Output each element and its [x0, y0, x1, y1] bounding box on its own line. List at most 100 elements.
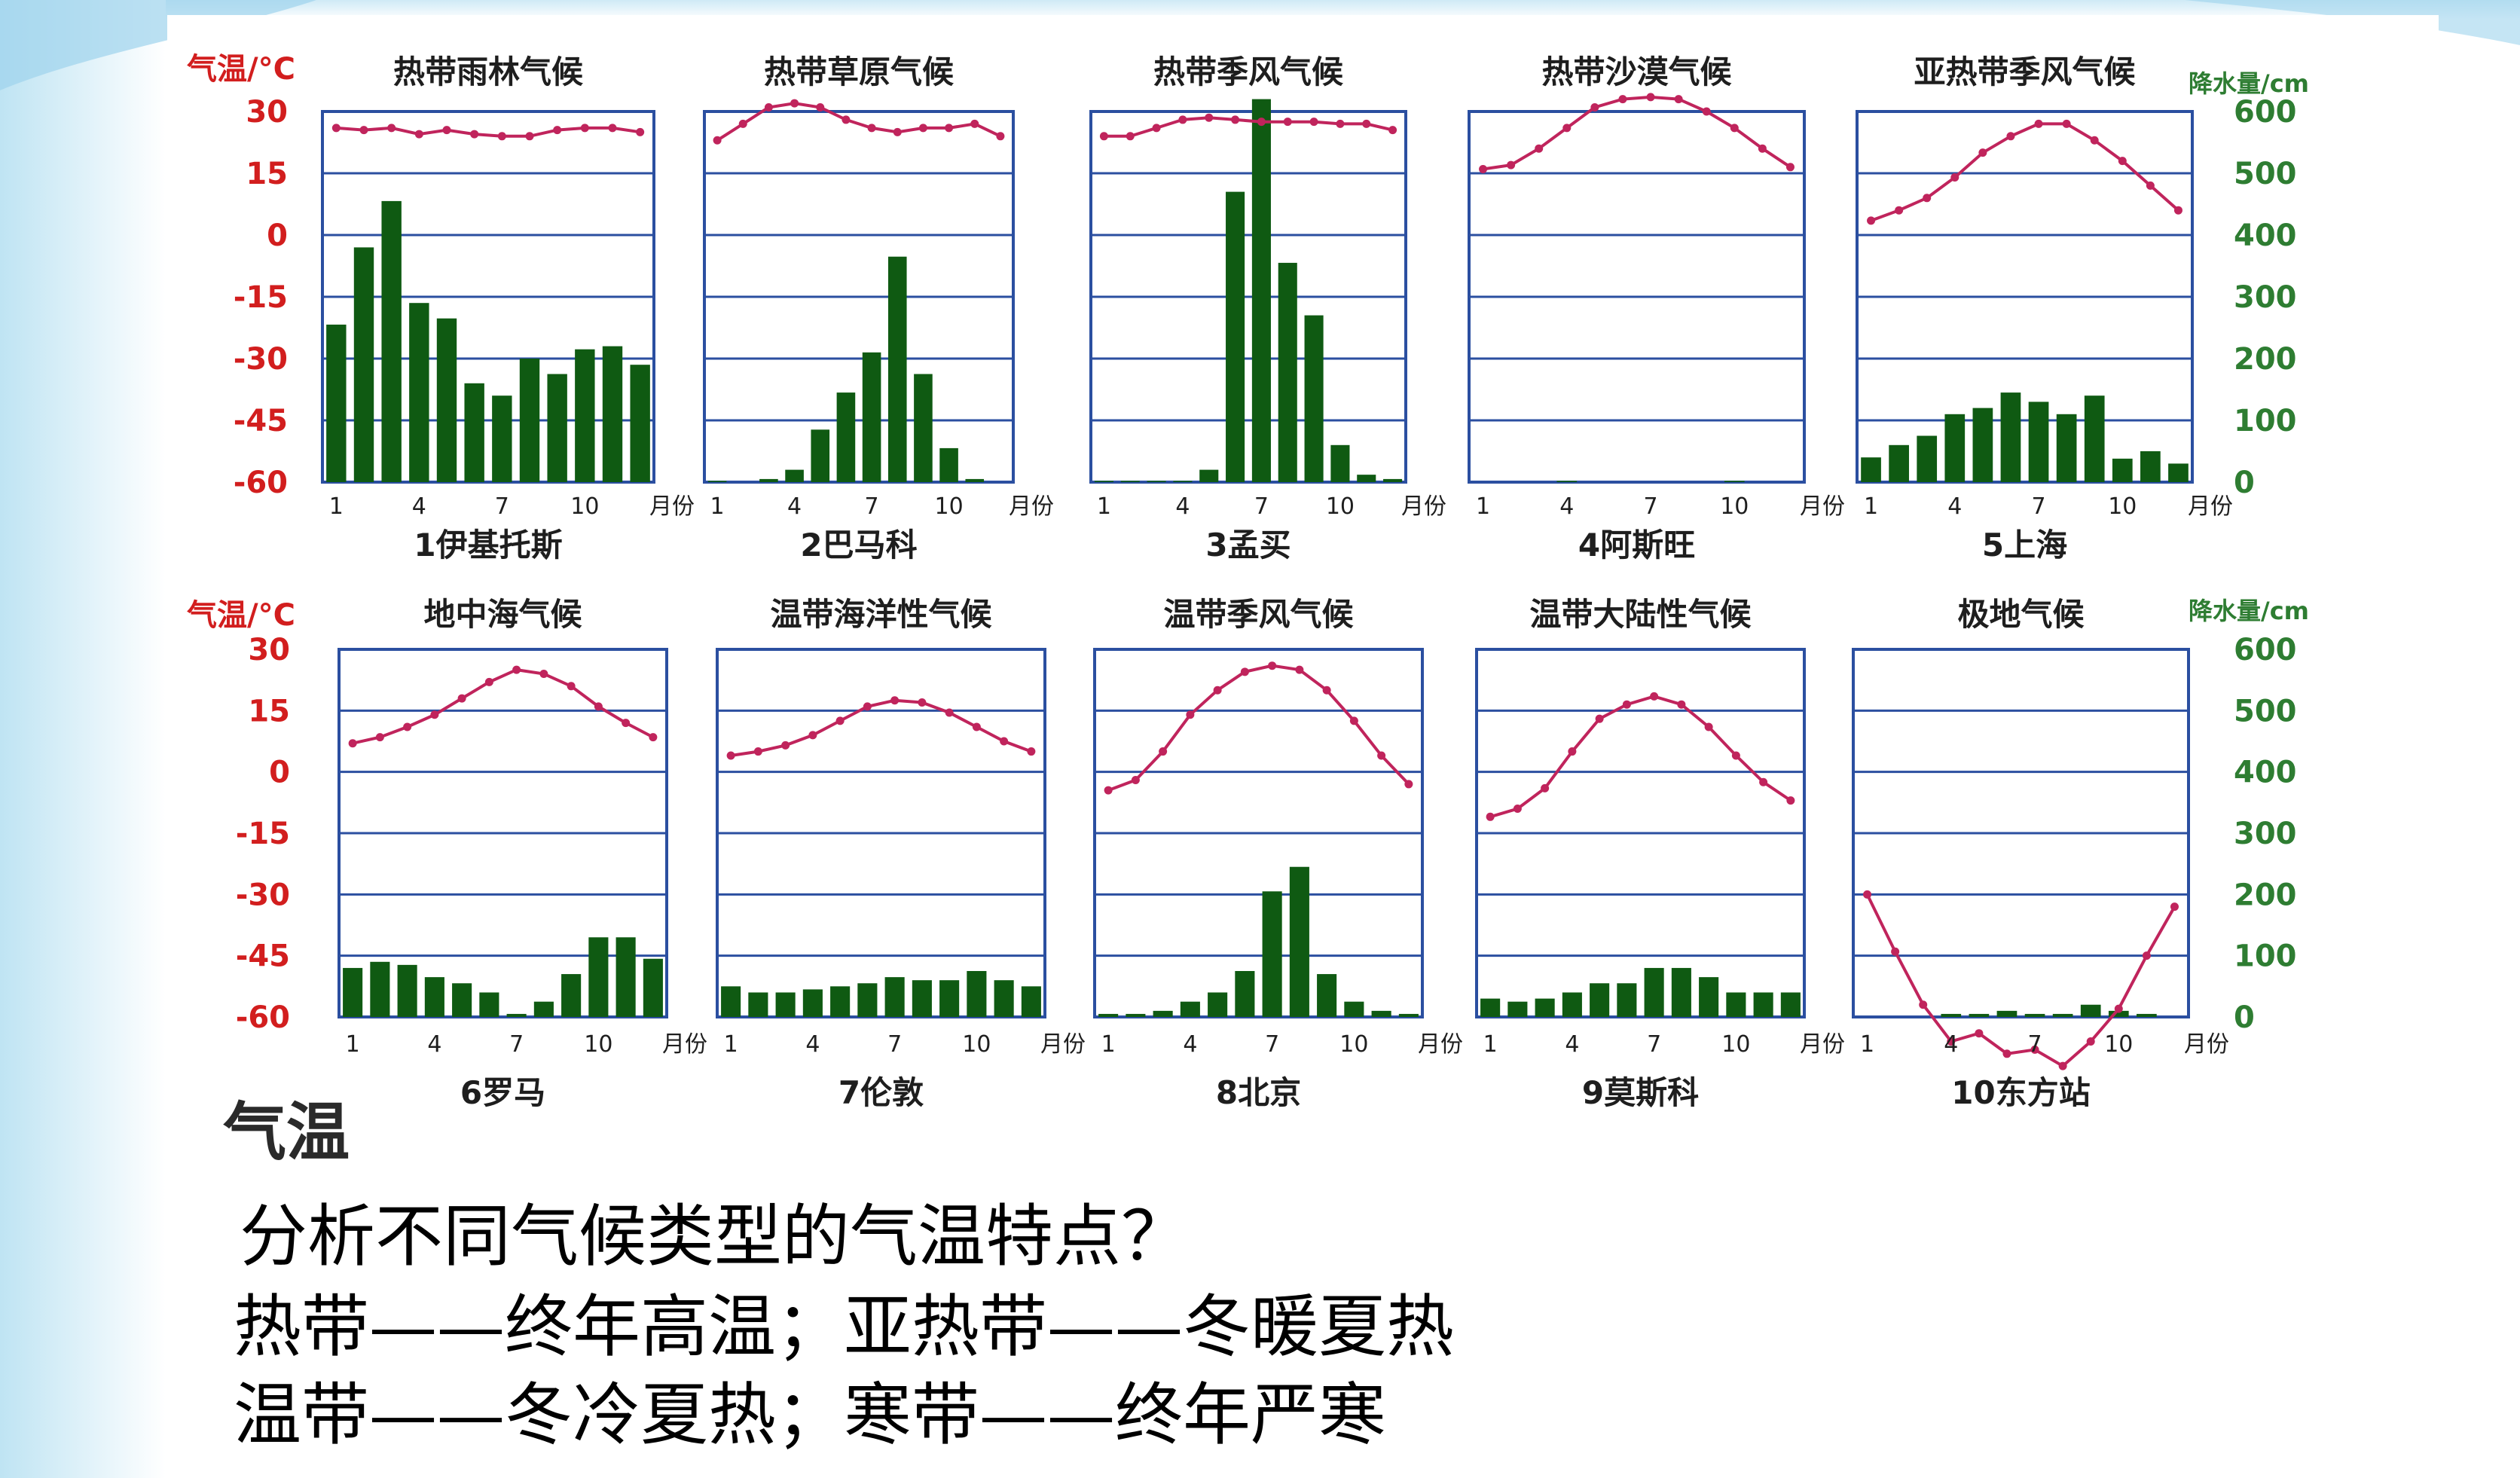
precipitation-bar — [830, 986, 851, 1017]
temperature-point — [1159, 747, 1168, 756]
precipitation-bar — [1724, 481, 1745, 482]
temperature-tick-label: 15 — [246, 157, 288, 191]
temperature-point — [608, 124, 617, 133]
precipitation-bar — [1590, 983, 1610, 1017]
month-tick-label: 7 — [509, 1031, 524, 1058]
temperature-point — [649, 733, 658, 742]
temperature-axis-label: 气温/°C — [187, 52, 295, 87]
temperature-tick-label: 0 — [267, 218, 288, 253]
temperature-point — [512, 665, 521, 674]
temperature-point — [1099, 132, 1108, 141]
temperature-point — [2086, 1037, 2095, 1046]
precipitation-bar — [1208, 992, 1228, 1017]
temperature-point — [470, 130, 479, 139]
precipitation-tick-label: 300 — [2234, 280, 2297, 315]
precipitation-tick-label: 300 — [2234, 817, 2297, 851]
temperature-point — [2170, 902, 2179, 912]
precipitation-bar — [1120, 481, 1140, 482]
temperature-tick-label: -60 — [236, 1000, 290, 1035]
month-unit-label: 月份 — [1418, 1031, 1463, 1058]
temperature-point — [738, 119, 747, 128]
chart-title: 温带海洋性气候 — [770, 596, 992, 633]
precipitation-bar — [452, 983, 472, 1017]
temperature-point — [375, 733, 384, 742]
temperature-tick-label: -15 — [234, 280, 288, 315]
temperature-point — [713, 136, 722, 145]
precipitation-bar — [343, 967, 363, 1017]
temperature-point — [1213, 686, 1222, 695]
temperature-point — [580, 124, 589, 133]
month-unit-label: 月份 — [1800, 493, 1845, 520]
temperature-point — [1677, 700, 1686, 709]
temperature-point — [1785, 163, 1795, 172]
precipitation-bar — [939, 980, 960, 1017]
temperature-point — [1950, 173, 1959, 182]
chart-title: 热带草原气候 — [764, 53, 955, 90]
chart-caption: 4阿斯旺 — [1578, 527, 1695, 563]
precipitation-tick-label: 100 — [2234, 404, 2297, 438]
temperature-point — [1568, 747, 1577, 756]
precipitation-bar — [1226, 191, 1245, 482]
temperature-point — [430, 710, 439, 719]
precipitation-bar — [884, 977, 905, 1017]
precipitation-bar — [1556, 481, 1578, 482]
precipitation-bar — [2028, 402, 2049, 482]
month-unit-label: 月份 — [1009, 493, 1054, 520]
month-tick-label: 4 — [412, 493, 426, 520]
chart-title: 极地气候 — [1957, 596, 2085, 633]
precipitation-bar — [1153, 1010, 1173, 1017]
temperature-point — [2006, 132, 2015, 141]
precipitation-bar — [561, 974, 582, 1017]
month-tick-label: 1 — [1101, 1031, 1116, 1058]
precipitation-bar — [1972, 408, 1993, 482]
temperature-point — [863, 702, 872, 711]
month-tick-label: 4 — [805, 1031, 820, 1058]
temperature-point — [1562, 124, 1572, 133]
temperature-point — [2090, 136, 2099, 145]
month-tick-label: 10 — [570, 493, 599, 520]
precipitation-bar — [967, 971, 987, 1017]
precipitation-bar — [1507, 1001, 1528, 1017]
month-tick-label: 1 — [1483, 1031, 1498, 1058]
precipitation-bar — [1383, 478, 1403, 482]
month-unit-label: 月份 — [1040, 1031, 1086, 1058]
temperature-point — [331, 124, 341, 133]
temperature-point — [1595, 714, 1604, 723]
precipitation-bar — [424, 977, 444, 1017]
chart-caption: 8北京 — [1216, 1074, 1301, 1111]
precipitation-bar — [643, 958, 663, 1017]
precipitation-bar — [492, 395, 512, 482]
precipitation-bar — [2080, 1004, 2101, 1017]
precipitation-bar — [857, 983, 878, 1017]
temperature-point — [945, 708, 954, 717]
month-tick-label: 7 — [887, 1031, 902, 1058]
temperature-point — [835, 716, 845, 725]
month-tick-label: 1 — [1864, 493, 1878, 520]
precipitation-bar — [1235, 971, 1255, 1017]
precipitation-bar — [1617, 983, 1637, 1017]
temperature-line — [1104, 116, 1394, 138]
temperature-point — [359, 126, 368, 135]
precipitation-bar — [353, 247, 374, 482]
temperature-line — [1107, 664, 1410, 792]
temperature-point — [890, 696, 900, 705]
month-tick-label: 10 — [1720, 493, 1749, 520]
temperature-line — [1483, 95, 1791, 171]
precipitation-bar — [1317, 974, 1337, 1017]
precipitation-bar — [575, 349, 595, 482]
temperature-point — [1362, 119, 1371, 128]
month-tick-label: 7 — [1254, 493, 1269, 520]
temperature-point — [1283, 118, 1292, 127]
month-unit-label: 月份 — [1401, 493, 1446, 520]
precipitation-bar — [785, 469, 804, 482]
precipitation-bar — [533, 1001, 554, 1017]
temperature-point — [1622, 700, 1631, 709]
temperature-point — [1891, 947, 1900, 956]
temperature-point — [1730, 124, 1739, 133]
precipitation-bar — [588, 937, 609, 1017]
precipitation-bar — [1304, 315, 1324, 482]
precipitation-bar — [1726, 992, 1746, 1017]
precipitation-bar — [1262, 891, 1282, 1017]
temperature-point — [970, 119, 979, 128]
conclusion-line-2: 温带——冬冷夏热；寒带——终年严寒 — [234, 1376, 1386, 1455]
